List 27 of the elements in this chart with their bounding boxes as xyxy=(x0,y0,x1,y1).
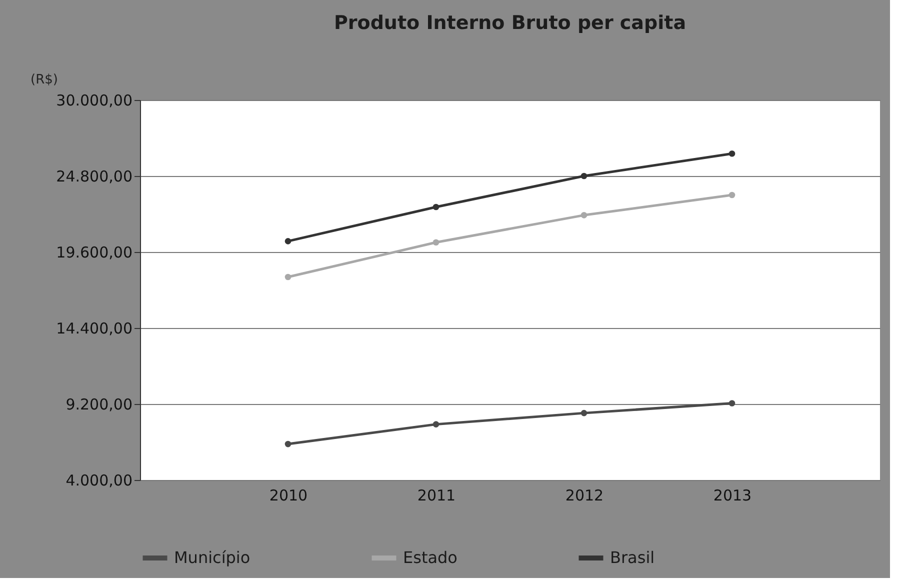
point xyxy=(284,440,292,448)
y-axis-title: (R$) xyxy=(30,72,58,88)
y-tick-label: 30.000,00 xyxy=(56,92,132,110)
point xyxy=(432,204,440,210)
y-tick-label: 19.600,00 xyxy=(56,244,132,262)
point xyxy=(580,410,588,416)
x-tick-label: 2013 xyxy=(713,486,752,504)
x-tick-label: 2010 xyxy=(269,486,308,504)
legend-label: Estado xyxy=(403,548,458,567)
y-tick-label: 9.200,00 xyxy=(66,396,132,414)
y-tick-label: 24.800,00 xyxy=(56,168,132,186)
point xyxy=(284,238,292,244)
point xyxy=(728,150,736,157)
point xyxy=(728,400,736,406)
chart-title: Produto Interno Bruto per capita xyxy=(334,12,686,34)
y-tick-label: 4.000,00 xyxy=(66,472,132,490)
legend-label: Município xyxy=(174,548,250,567)
point xyxy=(580,212,588,218)
point xyxy=(728,192,736,198)
point xyxy=(580,172,588,180)
point xyxy=(432,421,440,428)
point xyxy=(432,239,440,246)
point xyxy=(284,274,292,280)
legend-label: Brasil xyxy=(610,548,655,567)
x-tick-label: 2012 xyxy=(565,486,604,504)
x-tick-label: 2011 xyxy=(417,486,456,504)
y-tick-label: 14.400,00 xyxy=(56,320,132,338)
